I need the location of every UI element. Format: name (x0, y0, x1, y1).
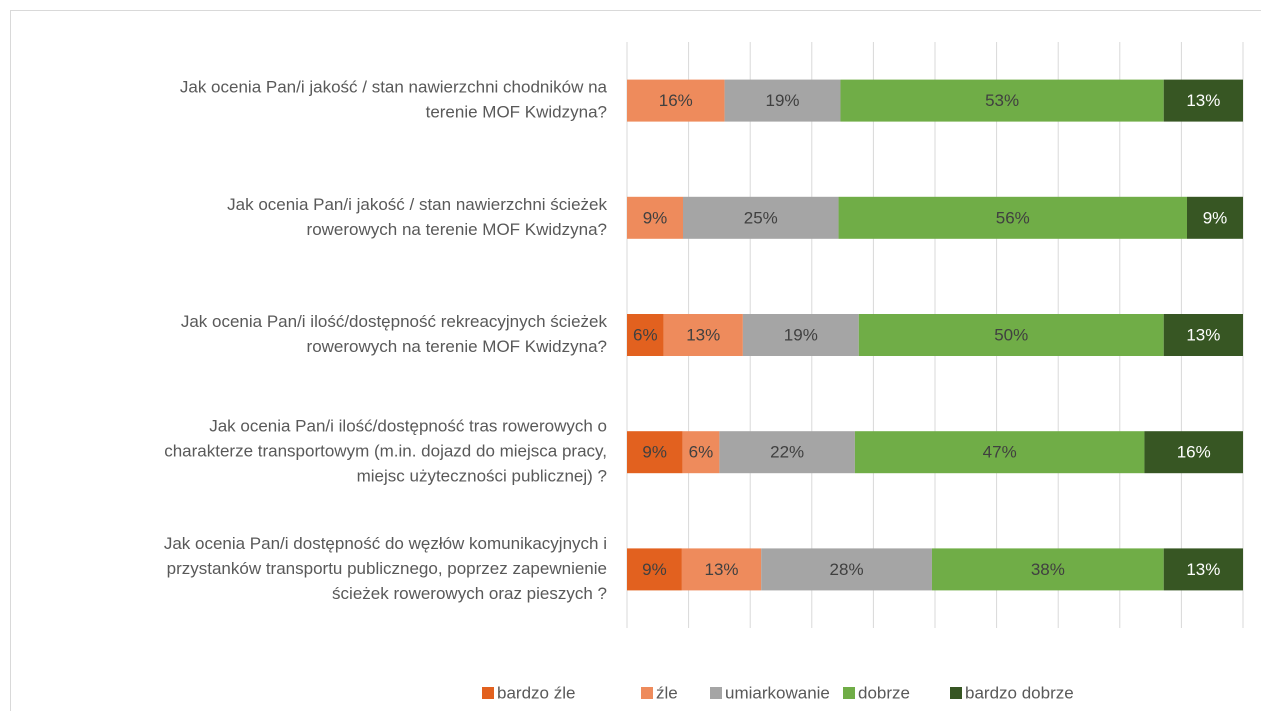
bar-segment (627, 314, 664, 356)
bar-segment (1187, 196, 1243, 239)
category-label: terenie MOF Kwidzyna? (426, 103, 607, 122)
data-label: 6% (633, 325, 658, 344)
data-label: 16% (1177, 443, 1211, 462)
bar-segment (854, 431, 1145, 474)
data-label: 9% (642, 560, 667, 579)
bar-segment (682, 431, 720, 474)
category-label: ścieżek rowerowych oraz pieszych ? (332, 584, 607, 603)
bar-segment (681, 548, 762, 591)
data-label: 6% (689, 443, 714, 462)
data-label: 22% (770, 443, 804, 462)
data-label: 9% (642, 443, 667, 462)
legend-swatch (710, 687, 722, 699)
bar-segment (1163, 314, 1243, 356)
bar-segment (1163, 79, 1243, 122)
data-label: 56% (996, 208, 1030, 227)
category-label: rowerowych na terenie MOF Kwidzyna? (307, 220, 607, 239)
bar-segment (931, 548, 1164, 591)
category-label: Jak ocenia Pan/i dostępność do węzłów ko… (164, 534, 607, 553)
data-label: 28% (830, 560, 864, 579)
bar-segment (761, 548, 932, 591)
bar-segment (627, 79, 725, 122)
bar-segment (719, 431, 855, 474)
legend-swatch (482, 687, 494, 699)
bar-segment (858, 314, 1164, 356)
bar-segment (1163, 548, 1243, 591)
data-label: 13% (1186, 560, 1220, 579)
category-label: Jak ocenia Pan/i ilość/dostępność rekrea… (181, 312, 608, 331)
data-label: 53% (985, 91, 1019, 110)
bar-segment (838, 196, 1187, 239)
data-label: 50% (994, 325, 1028, 344)
category-label: miejsc użyteczności publicznej) ? (357, 467, 607, 486)
data-label: 9% (1203, 208, 1228, 227)
data-label: 16% (659, 91, 693, 110)
category-label: Jak ocenia Pan/i ilość/dostępność tras r… (209, 417, 607, 436)
bar-segment (663, 314, 743, 356)
bar-segment (683, 196, 839, 239)
bar-segment (627, 196, 683, 239)
data-label: 9% (643, 208, 668, 227)
category-label: Jak ocenia Pan/i jakość / stan nawierzch… (227, 195, 607, 214)
bar-segment (1144, 431, 1243, 474)
bar-segment (724, 79, 841, 122)
bar-segment (840, 79, 1164, 122)
data-label: 25% (744, 208, 778, 227)
legend-label: umiarkowanie (725, 683, 830, 702)
category-label: charakterze transportowym (m.in. dojazd … (164, 442, 607, 461)
data-label: 13% (686, 325, 720, 344)
legend-swatch (641, 687, 653, 699)
legend-label: bardzo dobrze (965, 683, 1074, 702)
bar-segment (742, 314, 859, 356)
legend-swatch (843, 687, 855, 699)
data-label: 47% (983, 443, 1017, 462)
category-label: Jak ocenia Pan/i jakość / stan nawierzch… (180, 78, 608, 97)
bar-segment (627, 548, 682, 591)
legend-swatch (950, 687, 962, 699)
category-label: rowerowych na terenie MOF Kwidzyna? (307, 337, 607, 356)
legend-label: źle (656, 683, 678, 702)
data-label: 38% (1031, 560, 1065, 579)
category-label: przystanków transportu publicznego, popr… (167, 559, 607, 578)
legend-label: dobrze (858, 683, 910, 702)
data-label: 19% (784, 325, 818, 344)
data-label: 13% (1186, 325, 1220, 344)
data-label: 19% (766, 91, 800, 110)
data-label: 13% (705, 560, 739, 579)
data-label: 13% (1186, 91, 1220, 110)
bar-segment (627, 431, 683, 474)
legend-label: bardzo źle (497, 683, 575, 702)
